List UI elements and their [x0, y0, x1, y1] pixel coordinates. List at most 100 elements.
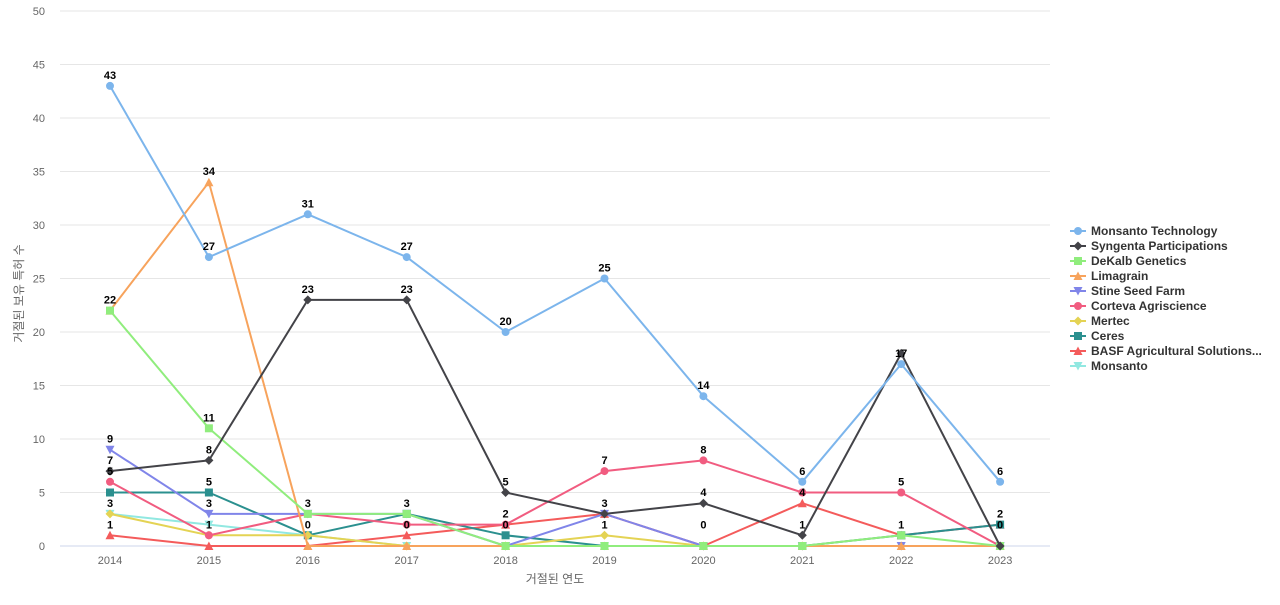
- series-line: [109, 85, 1001, 483]
- data-point: [897, 360, 906, 369]
- data-point: [699, 542, 708, 550]
- legend-label: Limagrain: [1091, 269, 1148, 283]
- data-point: [303, 541, 313, 550]
- legend-item[interactable]: Stine Seed Farm: [1070, 284, 1185, 298]
- data-point: [105, 466, 115, 476]
- data-point: [204, 531, 213, 540]
- legend-item[interactable]: Syngenta Participations: [1070, 239, 1228, 253]
- data-point: [798, 542, 807, 550]
- legend-label: Syngenta Participations: [1091, 239, 1228, 253]
- y-tick-label: 40: [33, 113, 45, 125]
- data-label: 2: [997, 509, 1003, 521]
- series-limagrain: [105, 177, 1005, 550]
- data-point: [106, 81, 114, 90]
- data-point: [600, 467, 609, 476]
- data-point: [798, 477, 807, 486]
- data-point: [699, 392, 708, 401]
- y-tick-label: 20: [33, 327, 45, 339]
- series-line: [109, 298, 1001, 547]
- y-axis-ticks: 0 5 10 15 20 25 30 35 40 45 50: [33, 6, 45, 553]
- data-label: 4: [799, 487, 806, 499]
- data-point: [798, 488, 807, 497]
- legend-label: Mertec: [1091, 314, 1130, 328]
- data-point: [600, 542, 609, 550]
- legend-item[interactable]: Mertec: [1070, 314, 1130, 328]
- data-point: [896, 541, 906, 550]
- data-label: 9: [107, 434, 113, 446]
- legend-marker: [1073, 271, 1083, 280]
- data-point: [995, 541, 1005, 551]
- legend-item[interactable]: Monsanto Technology: [1070, 224, 1218, 238]
- data-point: [106, 477, 114, 486]
- data-point: [303, 295, 313, 305]
- x-tick-label: 2015: [197, 555, 221, 567]
- gridlines: [60, 10, 1050, 547]
- data-labels: 4322975313427118531312330272330205202573…: [104, 70, 1003, 531]
- x-tick-label: 2020: [691, 555, 715, 567]
- series-line: [109, 181, 1001, 547]
- legend-label: BASF Agricultural Solutions...: [1091, 344, 1262, 358]
- data-label: 11: [203, 412, 215, 424]
- x-tick-label: 2022: [889, 555, 913, 567]
- data-point: [699, 456, 708, 465]
- data-point: [105, 445, 115, 455]
- data-point: [600, 274, 609, 283]
- legend-marker: [1074, 332, 1082, 340]
- data-point: [204, 455, 214, 465]
- data-point: [106, 306, 114, 315]
- data-label: 0: [404, 519, 410, 531]
- data-label: 2: [503, 509, 509, 521]
- data-label: 20: [499, 316, 511, 328]
- legend-item[interactable]: Corteva Agriscience: [1070, 299, 1207, 313]
- legend-marker: [1074, 227, 1082, 235]
- x-tick-label: 2023: [988, 555, 1012, 567]
- data-label: 5: [898, 477, 904, 489]
- legend-label: Ceres: [1091, 329, 1125, 343]
- data-point: [402, 530, 412, 540]
- legend-item[interactable]: Limagrain: [1070, 269, 1148, 283]
- data-label: 27: [203, 241, 215, 253]
- legend-item[interactable]: Monsanto: [1070, 359, 1148, 373]
- data-point: [996, 477, 1005, 486]
- data-point: [402, 295, 412, 305]
- data-point: [501, 531, 510, 540]
- data-label: 17: [895, 348, 907, 360]
- series-syngenta-participations: [105, 295, 1005, 551]
- y-tick-label: 45: [33, 60, 45, 72]
- data-point: [897, 531, 906, 540]
- legend-item[interactable]: BASF Agricultural Solutions...: [1070, 344, 1262, 358]
- legend-label: Monsanto: [1091, 359, 1148, 373]
- data-point: [402, 509, 411, 518]
- series-line: [109, 309, 1001, 547]
- x-axis-ticks: 2014 2015 2016 2017 2018 2019 2020 2021 2022 2023: [98, 555, 1013, 567]
- data-point: [402, 541, 412, 550]
- data-point: [204, 424, 213, 433]
- legend-label: Corteva Agriscience: [1091, 299, 1207, 313]
- data-label: 8: [206, 444, 212, 456]
- legend-marker: [1074, 257, 1082, 265]
- data-point: [204, 177, 214, 187]
- data-point: [897, 488, 906, 497]
- data-label: 1: [898, 519, 904, 531]
- data-point: [303, 210, 312, 219]
- data-label: 23: [401, 284, 413, 296]
- data-point: [105, 509, 115, 519]
- data-label: 34: [203, 166, 216, 178]
- data-point: [797, 530, 807, 540]
- data-label: 22: [104, 295, 116, 307]
- y-tick-label: 35: [33, 167, 45, 179]
- y-tick-label: 15: [33, 381, 45, 393]
- legend-item[interactable]: DeKalb Genetics: [1070, 254, 1187, 268]
- data-label: 5: [503, 477, 509, 489]
- data-label: 0: [997, 519, 1003, 531]
- data-label: 3: [404, 498, 410, 510]
- data-point: [896, 348, 906, 358]
- data-point: [303, 509, 312, 518]
- data-label: 4: [700, 487, 707, 499]
- data-label: 3: [206, 498, 212, 510]
- legend-item[interactable]: Ceres: [1070, 329, 1125, 343]
- data-label: 1: [107, 519, 113, 531]
